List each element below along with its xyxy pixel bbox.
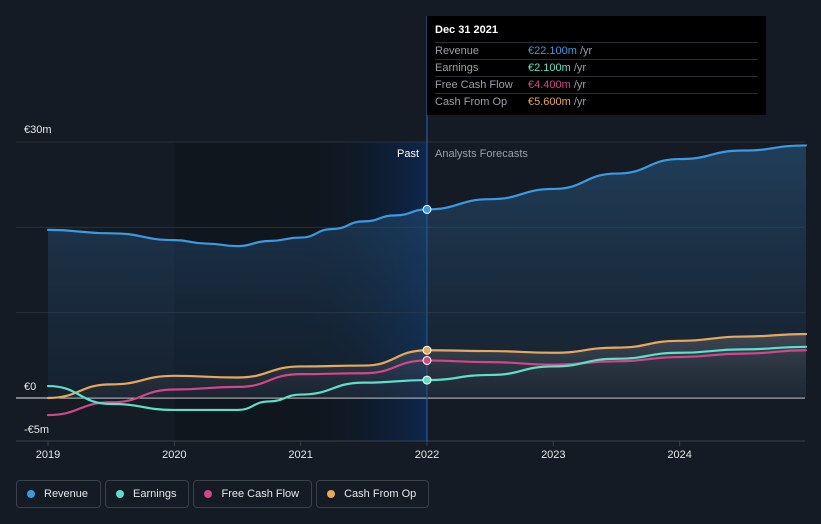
tooltip: Dec 31 2021 Revenue €22.100m /yr Earning… [427,16,766,115]
tooltip-row-name: Revenue [435,45,480,57]
x-tick-label: 2019 [36,449,60,461]
legend-label: Free Cash Flow [221,488,300,500]
tooltip-row-unit: /yr [573,62,587,74]
y-tick-label-bottom: -€5m [24,424,49,436]
earnings-line [46,345,808,412]
y-tick-label-top: €30m [24,124,52,136]
tooltip-row-cash-from-op: Cash From Op €5.600m /yr [435,93,758,110]
cash-from-op-marker [422,345,432,355]
past-region-label: Past [397,148,419,160]
tooltip-row-earnings: Earnings €2.100m /yr [435,59,758,76]
tooltip-row-free-cash-flow: Free Cash Flow €4.400m /yr [435,76,758,93]
free-cash-flow-marker [422,355,432,365]
tooltip-row-name: Earnings [435,62,479,74]
forecast-region-label: Analysts Forecasts [435,148,528,160]
earnings-marker [422,375,432,385]
legend: Revenue Earnings Free Cash Flow Cash Fro… [16,480,430,508]
tooltip-row-unit: /yr [573,79,587,91]
x-tick-label: 2020 [162,449,186,461]
x-tick-label: 2021 [288,449,312,461]
y-tick-label-zero: €0 [24,381,36,393]
tooltip-row-value: €2.100m [528,62,571,74]
x-tick-label: 2024 [667,449,691,461]
legend-item-earnings[interactable]: Earnings [105,480,190,508]
cash-from-op-area [48,334,806,398]
tooltip-row-name: Free Cash Flow [435,79,513,91]
revenue-area [48,145,806,398]
legend-item-cash-from-op[interactable]: Cash From Op [316,480,430,508]
tooltip-row-unit: /yr [579,45,593,57]
tooltip-date: Dec 31 2021 [435,24,498,36]
tooltip-row-revenue: Revenue €22.100m /yr [435,42,758,59]
legend-dot-icon [327,490,336,498]
x-tick-label: 2022 [415,449,439,461]
legend-dot-icon [116,490,125,498]
tooltip-row-value: €22.100m [528,45,577,57]
revenue-marker [422,204,432,214]
tooltip-row-name: Cash From Op [435,96,508,108]
legend-dot-icon [27,490,35,498]
legend-label: Earnings [133,488,177,500]
legend-label: Revenue [44,488,89,500]
legend-label: Cash From Op [344,488,417,500]
revenue-line [46,144,808,248]
tooltip-row-value: €5.600m [528,96,571,108]
legend-item-revenue[interactable]: Revenue [16,480,102,508]
legend-dot-icon [204,490,213,498]
tooltip-row-value: €4.400m [528,79,571,91]
legend-item-free-cash-flow[interactable]: Free Cash Flow [193,480,313,508]
x-tick-label: 2023 [541,449,565,461]
tooltip-row-unit: /yr [573,96,587,108]
